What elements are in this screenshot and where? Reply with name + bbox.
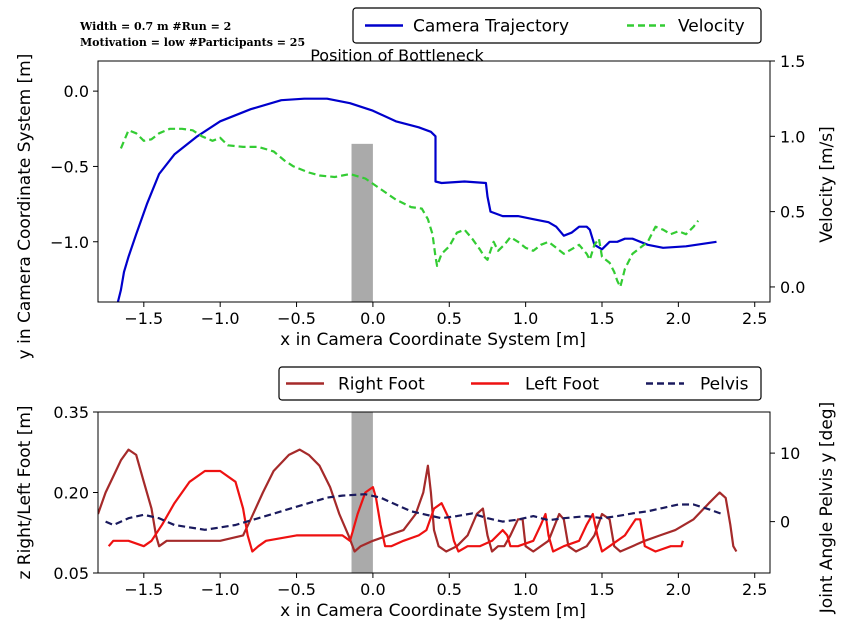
y2-tick-label: 1.0 (780, 127, 805, 146)
charts: −1.5 −1.0 −0.5 0.0 0.5 1.0 1.5 2.0 2.50.0−0.5−1.… (15, 7, 837, 621)
x-tick-label: 2.5 (742, 309, 767, 328)
y-axis-label: z Right/Left Foot [m] (15, 405, 35, 579)
x-tick-label: 1.5 (589, 580, 614, 599)
x-axis-label: x in Camera Coordinate System [m] (280, 330, 586, 350)
y-tick-label: 0.05 (53, 564, 89, 583)
x-tick-label: −1.5 (124, 580, 163, 599)
y2-axis-label: Velocity [m/s] (817, 126, 837, 243)
x-tick-label: 0.0 (360, 309, 385, 328)
x-tick-label: 0.0 (360, 580, 385, 599)
y-tick-label: −0.5 (50, 157, 89, 176)
x-tick-label: 2.0 (666, 309, 691, 328)
x-tick-label: 1.0 (513, 580, 538, 599)
legend-label: Camera Trajectory (413, 17, 569, 37)
x-tick-label: 1.5 (589, 309, 614, 328)
legend-label: Left Foot (525, 375, 599, 395)
y2-tick-label: 0.5 (780, 203, 805, 222)
y2-tick-label: 10 (780, 444, 800, 463)
legend-box (278, 366, 762, 401)
x-axis-label: x in Camera Coordinate System [m] (280, 601, 586, 621)
legend-label: Right Foot (338, 375, 425, 395)
x-tick-label: −1.0 (201, 309, 240, 328)
bottleneck-marker (351, 412, 373, 573)
x-tick-label: 2.0 (666, 580, 691, 599)
x-tick-label: −1.0 (201, 580, 240, 599)
x-tick-label: 1.0 (513, 309, 538, 328)
legend: Right Foot Left Foot Pelvis (278, 366, 762, 401)
series-line-camera-trajectory (116, 97, 717, 302)
series-line-left-foot (107, 469, 684, 553)
x-tick-label: 0.5 (437, 309, 462, 328)
y-axis-label: y in Camera Coordinate System [m] (15, 54, 35, 360)
legend-label: Pelvis (700, 375, 749, 395)
series-line-right-foot (98, 448, 738, 553)
plot-frame (97, 60, 771, 303)
legend-label: Velocity (678, 17, 745, 37)
y2-tick-label: 1.5 (780, 52, 805, 71)
y-tick-label: −1.0 (50, 233, 89, 252)
x-tick-label: −1.5 (124, 309, 163, 328)
x-tick-label: 0.5 (437, 580, 462, 599)
y-tick-label: 0.35 (53, 403, 89, 422)
chart-1: −1.5 −1.0 −0.5 0.0 0.5 1.0 1.5 2.0 2.5 0.0 −0.5 −1.… (15, 7, 837, 360)
chart-2: −1.5 −1.0 −0.5 0.0 0.5 1.0 1.5 2.0 2.5 0.35 0.20 0.… (15, 366, 837, 621)
legend-box (352, 7, 762, 44)
x-tick-label: −0.5 (277, 309, 316, 328)
plot-frame (97, 411, 771, 574)
legend: Camera Trajectory Velocity (352, 7, 762, 44)
x-tick-label: 2.5 (742, 580, 767, 599)
y2-axis-label: Joint Angle Pelvis y [deg] (817, 402, 837, 614)
series-line-pelvis (105, 493, 725, 531)
y2-tick-label: 0.0 (780, 278, 805, 297)
y2-tick-label: 0 (780, 513, 790, 532)
run-info-line-2: Motivation = low #Participants = 25 (80, 36, 305, 49)
y-tick-label: 0.0 (64, 82, 89, 101)
bottleneck-annotation: Position of Bottleneck (310, 46, 484, 65)
y-tick-label: 0.20 (53, 484, 89, 503)
x-tick-label: −0.5 (277, 580, 316, 599)
bottleneck-marker (351, 143, 373, 302)
run-info-line-1: Width = 0.7 m #Run = 2 (79, 20, 231, 33)
series-line-velocity (119, 127, 700, 288)
